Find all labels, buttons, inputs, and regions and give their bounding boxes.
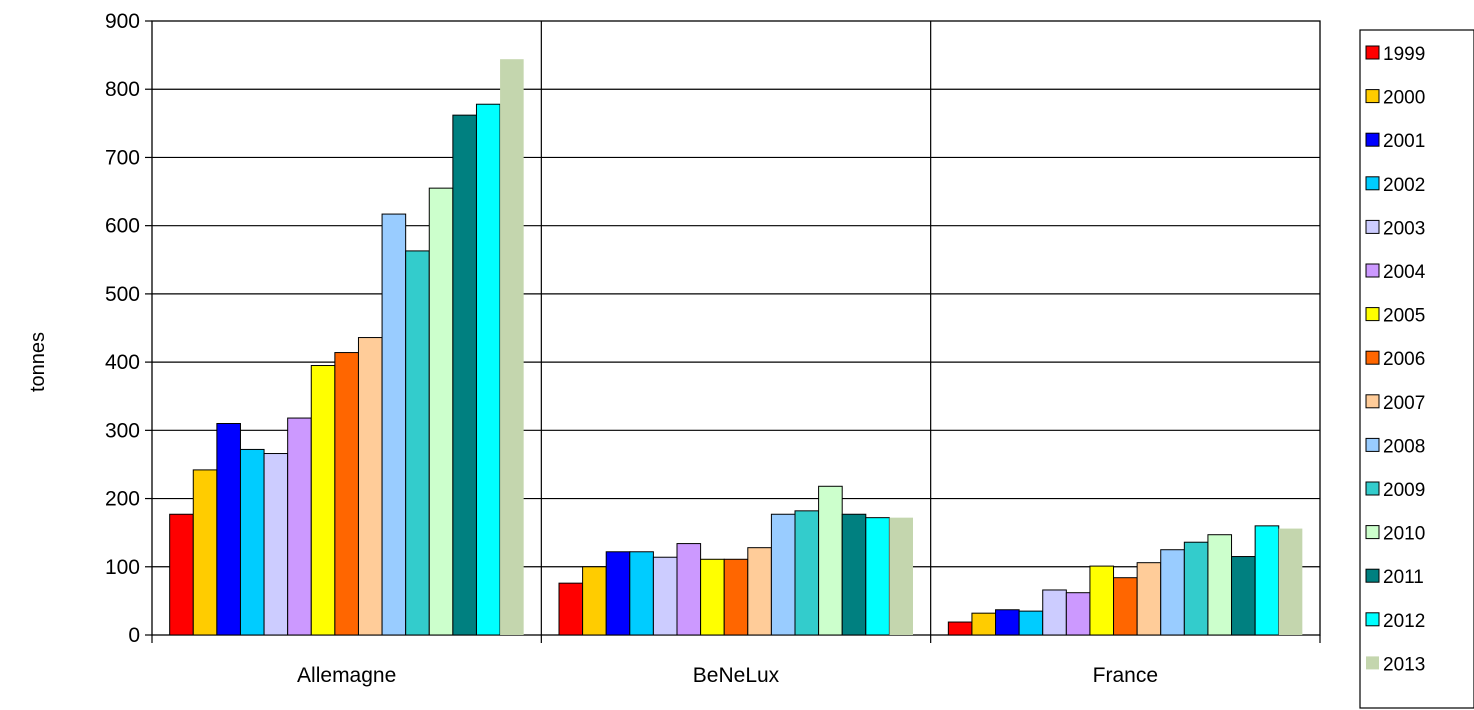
legend-swatch-2013: [1366, 656, 1379, 670]
y-tick-label: 100: [105, 556, 140, 579]
legend-swatch-2003: [1365, 219, 1380, 234]
bar-benelux-2005: [700, 558, 725, 636]
y-tick-label: 800: [105, 78, 140, 101]
bar-france-2009: [1183, 541, 1209, 636]
legend-label-2011: 2011: [1383, 567, 1424, 588]
bar-allemagne-2003: [263, 453, 289, 636]
bar-allemagne-2004: [287, 417, 312, 636]
bar-allemagne-2010: [428, 187, 454, 636]
bar-allemagne-2007: [357, 337, 383, 636]
bar-france-2008: [1160, 549, 1185, 636]
bar-benelux-2002: [629, 551, 654, 636]
bar-benelux-2007: [747, 547, 772, 636]
y-tick-label: 200: [105, 488, 140, 511]
bar-france-2002: [1018, 610, 1044, 636]
legend-swatch-2005: [1365, 307, 1380, 322]
bar-allemagne-2002: [239, 448, 265, 636]
legend-swatch-2006: [1365, 350, 1380, 365]
bar-benelux-2001: [605, 551, 631, 636]
bar-france-2003: [1042, 589, 1067, 636]
bar-allemagne-2006: [334, 352, 359, 636]
legend-swatch-2011: [1365, 568, 1380, 583]
bar-france-2005: [1089, 565, 1115, 636]
bar-benelux-2013: [889, 517, 913, 635]
category-label: BeNeLux: [693, 664, 780, 687]
legend-swatch-2000: [1365, 89, 1380, 104]
legend-label-2008: 2008: [1383, 436, 1425, 457]
legend-label-2002: 2002: [1383, 175, 1425, 196]
legend-swatch-2004: [1365, 263, 1380, 278]
bars: [169, 59, 1303, 636]
legend-swatch-2007: [1365, 394, 1380, 409]
bar-allemagne-2011: [452, 114, 477, 636]
legend-swatch-1999: [1365, 45, 1380, 60]
axes: [145, 20, 1321, 643]
legend-label-2003: 2003: [1383, 218, 1425, 239]
bar-benelux-2000: [582, 566, 607, 636]
legend-label-2005: 2005: [1383, 306, 1425, 327]
y-tick-label: 0: [128, 624, 140, 647]
legend-label-2000: 2000: [1383, 88, 1425, 109]
bar-allemagne-1999: [169, 513, 194, 636]
legend-label-2009: 2009: [1383, 480, 1425, 501]
bar-france-2006: [1113, 577, 1138, 636]
category-label: Allemagne: [297, 664, 396, 687]
legend-label-2012: 2012: [1383, 611, 1425, 632]
legend-label-2013: 2013: [1383, 654, 1425, 675]
bar-france-2010: [1207, 534, 1233, 636]
y-tick-label: 300: [105, 419, 140, 442]
bar-benelux-1999: [558, 582, 584, 636]
bar-benelux-2004: [676, 543, 702, 636]
bar-allemagne-2005: [310, 365, 336, 636]
bar-allemagne-2009: [405, 250, 430, 636]
legend-swatch-2012: [1365, 612, 1380, 627]
bar-benelux-2009: [794, 510, 820, 636]
bar-allemagne-2001: [216, 423, 241, 636]
bar-allemagne-2012: [475, 103, 501, 636]
category-label: France: [1093, 664, 1158, 687]
legend-swatch-2009: [1365, 481, 1380, 496]
bar-benelux-2003: [652, 556, 678, 636]
legend-label-2007: 2007: [1383, 393, 1425, 414]
y-axis-title: tonnes: [27, 332, 49, 392]
legend-swatch-2002: [1365, 176, 1380, 191]
y-tick-labels: 0 100 200 300 400 500 600 700 800 900: [105, 10, 140, 647]
category-labels: Allemagne BeNeLux France: [297, 664, 1158, 687]
bar-benelux-2012: [865, 517, 890, 636]
bar-france-2001: [995, 609, 1020, 636]
bar-france-2000: [971, 612, 997, 636]
legend-label-2004: 2004: [1383, 262, 1426, 283]
bar-allemagne-2008: [381, 213, 407, 636]
y-tick-label: 700: [105, 146, 140, 169]
bar-france-2013: [1278, 528, 1303, 635]
legend: 1999 2000 2001 2002 2003 2004 2005 2006 2007 2008…: [1359, 29, 1474, 709]
bar-benelux-2011: [841, 513, 867, 636]
legend-swatch-2001: [1365, 132, 1380, 147]
bar-france-2007: [1136, 562, 1162, 636]
bar-france-2004: [1065, 592, 1091, 636]
bar-france-2011: [1231, 556, 1256, 636]
bar-benelux-2010: [818, 485, 843, 636]
legend-label-1999: 1999: [1383, 44, 1425, 65]
bar-france-1999: [947, 621, 973, 636]
bar-benelux-2006: [723, 558, 749, 636]
legend-swatch-2010: [1365, 525, 1380, 540]
legend-swatch-2008: [1365, 437, 1380, 452]
y-tick-label: 900: [105, 10, 140, 33]
y-tick-label: 500: [105, 283, 140, 306]
legend-label-2001: 2001: [1383, 131, 1425, 152]
y-tick-label: 600: [105, 215, 140, 238]
legend-label-2006: 2006: [1383, 349, 1425, 370]
bar-benelux-2008: [770, 513, 796, 636]
y-tick-label: 400: [105, 351, 140, 374]
bar-france-2012: [1254, 525, 1280, 636]
legend-label-2010: 2010: [1383, 524, 1425, 545]
bar-allemagne-2000: [192, 469, 218, 636]
bar-allemagne-2013: [500, 59, 524, 635]
